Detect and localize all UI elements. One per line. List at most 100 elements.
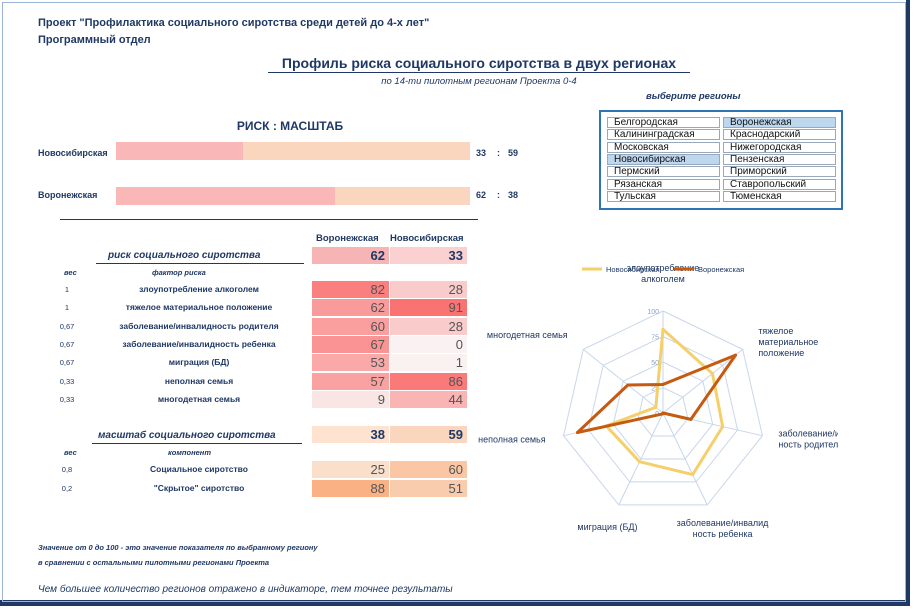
region-option[interactable]: Тюменская <box>723 190 836 202</box>
risk-section-underline <box>96 263 304 264</box>
footer-note: Чем большее количество регионов отражено… <box>38 584 453 595</box>
scale-total-voronezh: 38 <box>312 426 389 443</box>
radar-data-point <box>721 425 725 429</box>
region-option[interactable]: Нижегородская <box>723 141 836 153</box>
value-cell-voronezh: 82 <box>312 281 389 298</box>
ratio-separator: : <box>497 190 500 200</box>
note-line-2: в сравнении с остальными пилотными регио… <box>38 558 270 567</box>
radar-axis-label: ность родителя <box>778 439 838 449</box>
risk-bar-segment <box>116 187 336 205</box>
region-option[interactable]: Новосибирская <box>607 153 720 165</box>
region-option[interactable]: Калининградская <box>607 129 720 141</box>
value-cell-voronezh: 88 <box>312 479 389 497</box>
value-cell-novosibirsk: 91 <box>390 299 467 317</box>
risk-section-label: риск социального сиротства <box>108 250 261 261</box>
radar-tick-label: 100 <box>647 309 659 316</box>
radar-data-point <box>638 460 642 464</box>
weight-value: 0,67 <box>59 358 75 368</box>
project-title: Проект "Профилактика социального сиротст… <box>38 17 430 29</box>
radar-axis-label: тяжелое <box>758 326 793 336</box>
page-subtitle: по 14-ти пилотным регионам Проекта 0-4 <box>381 76 577 87</box>
factor-name: Социальное сиротство <box>150 464 248 474</box>
value-cell-novosibirsk: 1 <box>390 354 467 372</box>
radar-data-point <box>661 412 665 416</box>
weight-header: вес <box>64 448 77 457</box>
risk-scale-bar <box>116 187 470 205</box>
region-option[interactable]: Белгородская <box>607 117 720 128</box>
ratio-scale: 38 <box>508 190 519 200</box>
radar-data-point <box>626 383 630 387</box>
radar-data-point <box>575 431 579 435</box>
region-option[interactable]: Рязанская <box>607 178 720 190</box>
radar-series-line <box>604 327 725 477</box>
radar-data-point <box>710 372 714 376</box>
radar-spoke <box>582 349 664 414</box>
page-title: Профиль риска социального сиротства в дв… <box>268 55 690 73</box>
value-cell-voronezh: 9 <box>312 390 389 408</box>
scale-bar-segment <box>242 142 470 160</box>
value-cell-voronezh: 53 <box>312 354 389 372</box>
risk-total-novosibirsk: 33 <box>390 247 467 264</box>
value-cell-voronezh: 60 <box>312 317 389 335</box>
weight-value: 0,67 <box>59 339 75 349</box>
region-selector-title: выберите регионы <box>646 91 741 102</box>
page-inner-border <box>2 2 906 602</box>
radar-grid-ring <box>563 310 763 506</box>
radar-axis-label: многодетная семья <box>487 330 568 340</box>
region-selector[interactable]: Белгородская Калининградская Московская Нов… <box>599 110 843 210</box>
scale-section-label: масштаб социального сиротства <box>98 430 276 441</box>
region-option[interactable]: Ставропольский <box>723 178 836 190</box>
radar-axis-label: алкоголем <box>641 274 685 284</box>
region-option[interactable]: Краснодарский <box>723 129 836 141</box>
region-option[interactable]: Приморский <box>723 166 836 178</box>
radar-tick-label: 25 <box>651 386 659 393</box>
scale-section-underline <box>92 443 302 444</box>
department-label: Программный отдел <box>38 34 151 46</box>
region-option[interactable]: Воронежская <box>723 117 836 128</box>
value-cell-novosibirsk: 28 <box>390 281 467 298</box>
factor-name: злоупотребление алкоголем <box>139 284 259 294</box>
risk-bar-segment <box>116 142 243 160</box>
section-divider <box>60 219 478 220</box>
risk-scale-region-label: Новосибирская <box>38 148 108 158</box>
region-option[interactable]: Пермский <box>607 166 720 178</box>
value-cell-novosibirsk: 86 <box>390 372 467 390</box>
value-cell-voronezh: 62 <box>312 299 389 317</box>
radar-axis-label: неполная семья <box>478 434 546 444</box>
factor-name: тяжелое материальное положение <box>125 302 273 313</box>
radar-axis-label: материальное <box>758 337 818 347</box>
factor-name: миграция (БД) <box>168 357 230 368</box>
ratio-risk: 62 <box>476 190 487 200</box>
radar-grid-ring <box>612 361 714 460</box>
region-option[interactable]: Московская <box>607 141 720 153</box>
radar-axis-label: миграция (БД) <box>577 522 637 532</box>
weight-header: вес <box>64 268 77 277</box>
ratio-risk: 33 <box>476 148 487 158</box>
radar-grid-ring <box>637 386 689 437</box>
region-option[interactable]: Пензенская <box>723 153 836 165</box>
factor-header: фактор риска <box>152 268 206 277</box>
factor-name: заболевание/инвалидность ребенка <box>122 338 276 349</box>
radar-axis-label: ность ребенка <box>693 529 753 538</box>
value-cell-voronezh: 25 <box>312 461 389 478</box>
radar-data-point <box>689 417 693 421</box>
weight-value: 0,2 <box>61 483 73 493</box>
radar-axis-label: заболевание/инвалид <box>677 518 770 528</box>
weight-value: 0,33 <box>59 394 75 404</box>
value-cell-novosibirsk: 28 <box>390 317 467 335</box>
ratio-scale: 59 <box>508 148 519 158</box>
column-header-voronezh: Воронежская <box>316 233 379 244</box>
radar-data-point <box>661 382 665 386</box>
weight-value: 1 <box>64 303 70 313</box>
radar-tick-label: 75 <box>651 335 659 342</box>
weight-value: 1 <box>64 285 70 294</box>
region-option[interactable]: Тульская <box>607 190 720 202</box>
value-cell-voronezh: 67 <box>312 335 389 353</box>
value-cell-novosibirsk: 44 <box>390 390 467 408</box>
value-cell-novosibirsk: 51 <box>390 479 467 497</box>
weight-value: 0,33 <box>59 376 75 386</box>
risk-scale-bar <box>116 142 470 160</box>
scale-total-novosibirsk: 59 <box>390 426 467 443</box>
component-header: компонент <box>168 448 211 457</box>
